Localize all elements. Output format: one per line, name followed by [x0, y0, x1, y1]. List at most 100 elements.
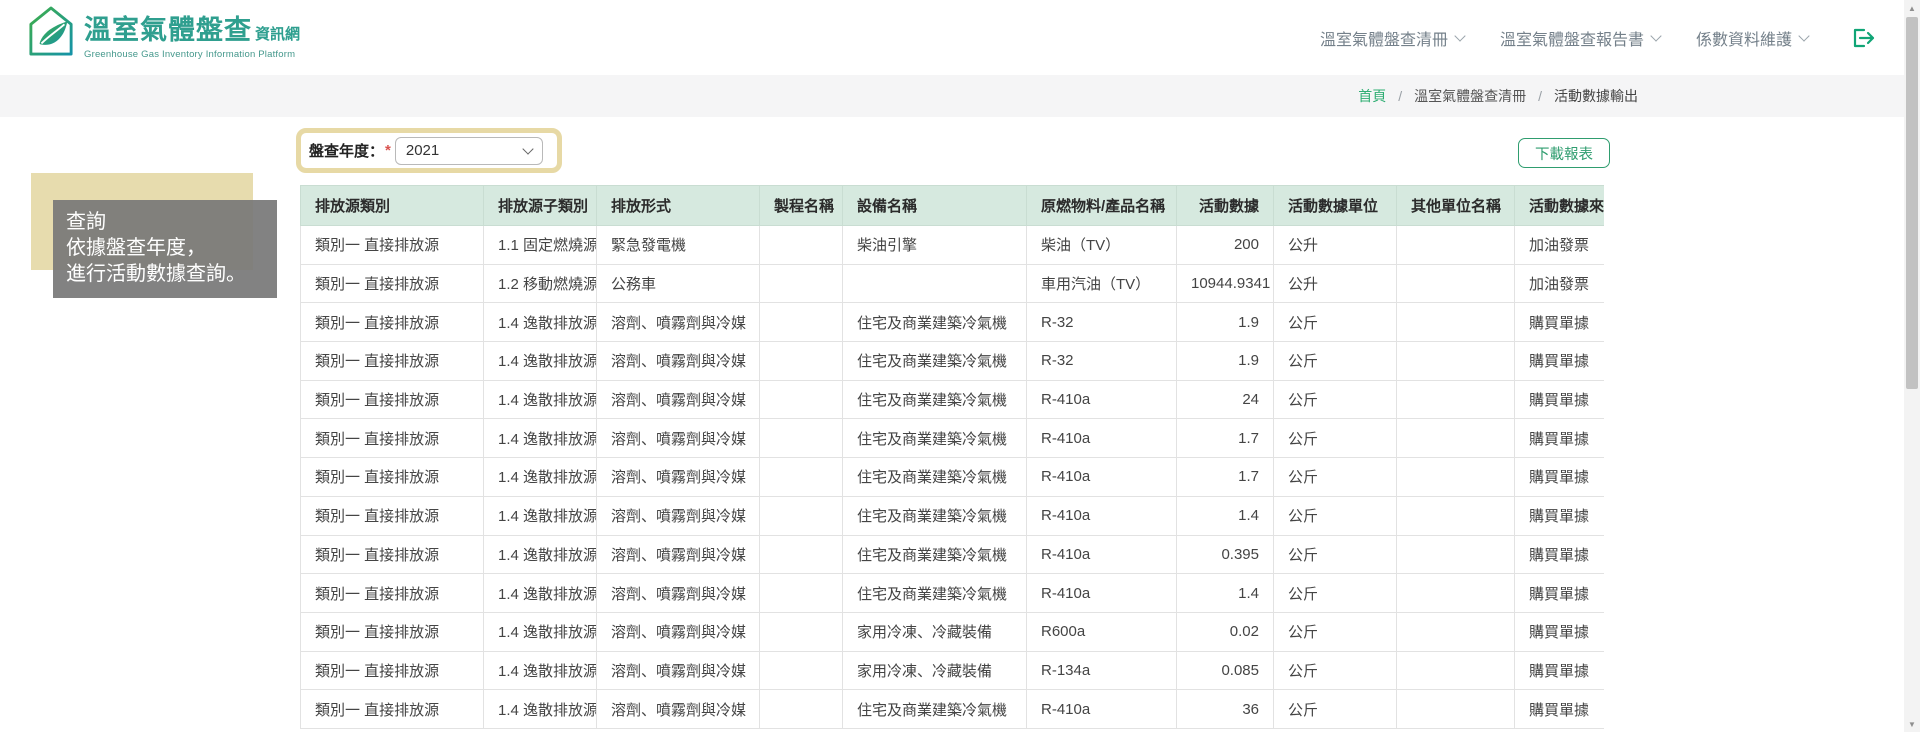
table-cell: 類別一 直接排放源: [300, 689, 484, 729]
table-cell: [759, 534, 843, 575]
table-row: 類別一 直接排放源 1.4 逸散排放源 溶劑、噴霧劑與冷媒 住宅及商業建築冷氣機 R-4…: [300, 418, 1604, 459]
nav-inventory-list[interactable]: 溫室氣體盤查清冊: [1320, 26, 1466, 50]
required-asterisk: *: [385, 142, 391, 159]
table-cell: 24: [1176, 379, 1274, 420]
table-cell: [1396, 689, 1515, 729]
inventory-year-value: 2021: [405, 142, 440, 159]
table-cell: R-32: [1026, 341, 1177, 381]
table-cell: 200: [1176, 225, 1274, 265]
table-cell: [759, 379, 843, 420]
column-header: 排放形式: [596, 185, 760, 226]
table-cell: 柴油引擎: [842, 225, 1027, 265]
table-cell: 柴油（TV）: [1026, 225, 1177, 265]
scrollbar-up-arrow-icon[interactable]: ▲: [1908, 3, 1916, 13]
column-header: 活動數據單位: [1273, 185, 1397, 226]
breadcrumb-current-page: 活動數據輸出: [1554, 88, 1638, 104]
breadcrumb-section-link[interactable]: 溫室氣體盤查清冊: [1414, 88, 1527, 104]
breadcrumb-separator: /: [1398, 88, 1403, 104]
table-row: 類別一 直接排放源 1.1 固定燃燒源 緊急發電機 柴油引擎 柴油（TV） 200 公升 加油…: [300, 225, 1604, 265]
table-cell: 類別一 直接排放源: [300, 534, 484, 575]
inventory-year-select[interactable]: 2021: [394, 136, 543, 165]
table-row: 類別一 直接排放源 1.4 逸散排放源 溶劑、噴霧劑與冷媒 住宅及商業建築冷氣機 R-3…: [300, 341, 1604, 381]
table-cell: [759, 495, 843, 536]
table-cell: 1.7: [1176, 418, 1274, 459]
table-cell: [759, 225, 843, 265]
column-header: 設備名稱: [842, 185, 1027, 226]
table-cell: [1396, 534, 1515, 575]
table-row: 類別一 直接排放源 1.4 逸散排放源 溶劑、噴霧劑與冷媒 家用冷凍、冷藏裝備 R600…: [300, 611, 1604, 652]
table-cell: [1396, 379, 1515, 420]
house-leaf-logo-icon: [28, 5, 74, 62]
table-cell: 住宅及商業建築冷氣機: [842, 495, 1027, 536]
table-cell: 公務車: [596, 263, 760, 304]
table-cell: 住宅及商業建築冷氣機: [842, 534, 1027, 575]
table-cell: 溶劑、噴霧劑與冷媒: [596, 650, 760, 691]
table-cell: 溶劑、噴霧劑與冷媒: [596, 689, 760, 729]
table-cell: R-410a: [1026, 379, 1177, 420]
table-cell: 公斤: [1273, 650, 1397, 691]
breadcrumb: 首頁 / 溫室氣體盤查清冊 / 活動數據輸出: [1358, 86, 1638, 106]
table-cell: R-410a: [1026, 418, 1177, 459]
download-report-button[interactable]: 下載報表: [1518, 138, 1610, 168]
table-cell: 購買單據: [1514, 341, 1604, 381]
table-cell: 購買單據: [1514, 457, 1604, 497]
nav-inventory-report[interactable]: 溫室氣體盤查報告書: [1499, 26, 1662, 50]
table-cell: 1.2 移動燃燒源: [483, 263, 597, 304]
nav-label: 係數資料維護: [1695, 31, 1792, 49]
table-cell: 公斤: [1273, 495, 1397, 536]
nav-label: 溫室氣體盤查報告書: [1499, 31, 1644, 49]
table-cell: 類別一 直接排放源: [300, 495, 484, 536]
table-cell: 公斤: [1273, 341, 1397, 381]
scrollbar-thumb[interactable]: [1906, 17, 1918, 389]
table-cell: [842, 263, 1027, 304]
table-cell: R-410a: [1026, 573, 1177, 613]
table-cell: 公斤: [1273, 302, 1397, 343]
top-header-bar: 溫室氣體盤查 資訊網 Greenhouse Gas Inventory Info…: [0, 0, 1920, 75]
table-cell: 類別一 直接排放源: [300, 263, 484, 304]
table-cell: 溶劑、噴霧劑與冷媒: [596, 302, 760, 343]
vertical-scrollbar[interactable]: ▲ ▼: [1904, 0, 1920, 732]
table-cell: 住宅及商業建築冷氣機: [842, 379, 1027, 420]
site-logo[interactable]: 溫室氣體盤查 資訊網 Greenhouse Gas Inventory Info…: [28, 5, 300, 62]
breadcrumb-home-link[interactable]: 首頁: [1358, 88, 1387, 104]
table-cell: 1.4 逸散排放源: [483, 650, 597, 691]
table-cell: [759, 611, 843, 652]
table-cell: 住宅及商業建築冷氣機: [842, 689, 1027, 729]
table-cell: 0.395: [1176, 534, 1274, 575]
table-cell: R-410a: [1026, 534, 1177, 575]
table-cell: 1.9: [1176, 341, 1274, 381]
column-header: 排放源子類別: [483, 185, 597, 226]
table-cell: 1.4 逸散排放源: [483, 302, 597, 343]
breadcrumb-band: 首頁 / 溫室氣體盤查清冊 / 活動數據輸出: [0, 75, 1920, 117]
table-cell: 1.1 固定燃燒源: [483, 225, 597, 265]
table-cell: 溶劑、噴霧劑與冷媒: [596, 457, 760, 497]
table-header-row: 排放源類別 排放源子類別 排放形式 製程名稱 設備名稱 原燃物料/產品名稱 活動數據 活動數據…: [300, 185, 1604, 226]
table-cell: 類別一 直接排放源: [300, 573, 484, 613]
table-cell: 1.4 逸散排放源: [483, 611, 597, 652]
table-cell: 溶劑、噴霧劑與冷媒: [596, 611, 760, 652]
table-cell: R600a: [1026, 611, 1177, 652]
table-cell: 公斤: [1273, 611, 1397, 652]
logout-button[interactable]: [1850, 27, 1876, 49]
column-header: 活動數據來: [1514, 185, 1604, 226]
table-cell: [1396, 495, 1515, 536]
table-cell: 1.4 逸散排放源: [483, 457, 597, 497]
table-cell: 公斤: [1273, 379, 1397, 420]
table-cell: 購買單據: [1514, 650, 1604, 691]
table-cell: 1.4 逸散排放源: [483, 689, 597, 729]
table-cell: 購買單據: [1514, 379, 1604, 420]
scrollbar-down-arrow-icon[interactable]: ▼: [1908, 719, 1916, 729]
table-cell: [759, 418, 843, 459]
table-cell: R-410a: [1026, 495, 1177, 536]
table-cell: 溶劑、噴霧劑與冷媒: [596, 495, 760, 536]
query-help-tooltip: 查詢 依據盤查年度， 進行活動數據查詢。: [53, 200, 277, 298]
table-cell: 公斤: [1273, 689, 1397, 729]
column-header: 其他單位名稱: [1396, 185, 1515, 226]
activity-data-table-container: 排放源類別 排放源子類別 排放形式 製程名稱 設備名稱 原燃物料/產品名稱 活動數據 活動數據…: [300, 185, 1604, 732]
nav-coefficient-maintenance[interactable]: 係數資料維護: [1695, 26, 1810, 50]
table-cell: 1.9: [1176, 302, 1274, 343]
table-cell: 1.7: [1176, 457, 1274, 497]
table-cell: [759, 457, 843, 497]
chevron-down-icon: [1650, 29, 1662, 42]
table-row: 類別一 直接排放源 1.4 逸散排放源 溶劑、噴霧劑與冷媒 住宅及商業建築冷氣機 R-4…: [300, 689, 1604, 729]
